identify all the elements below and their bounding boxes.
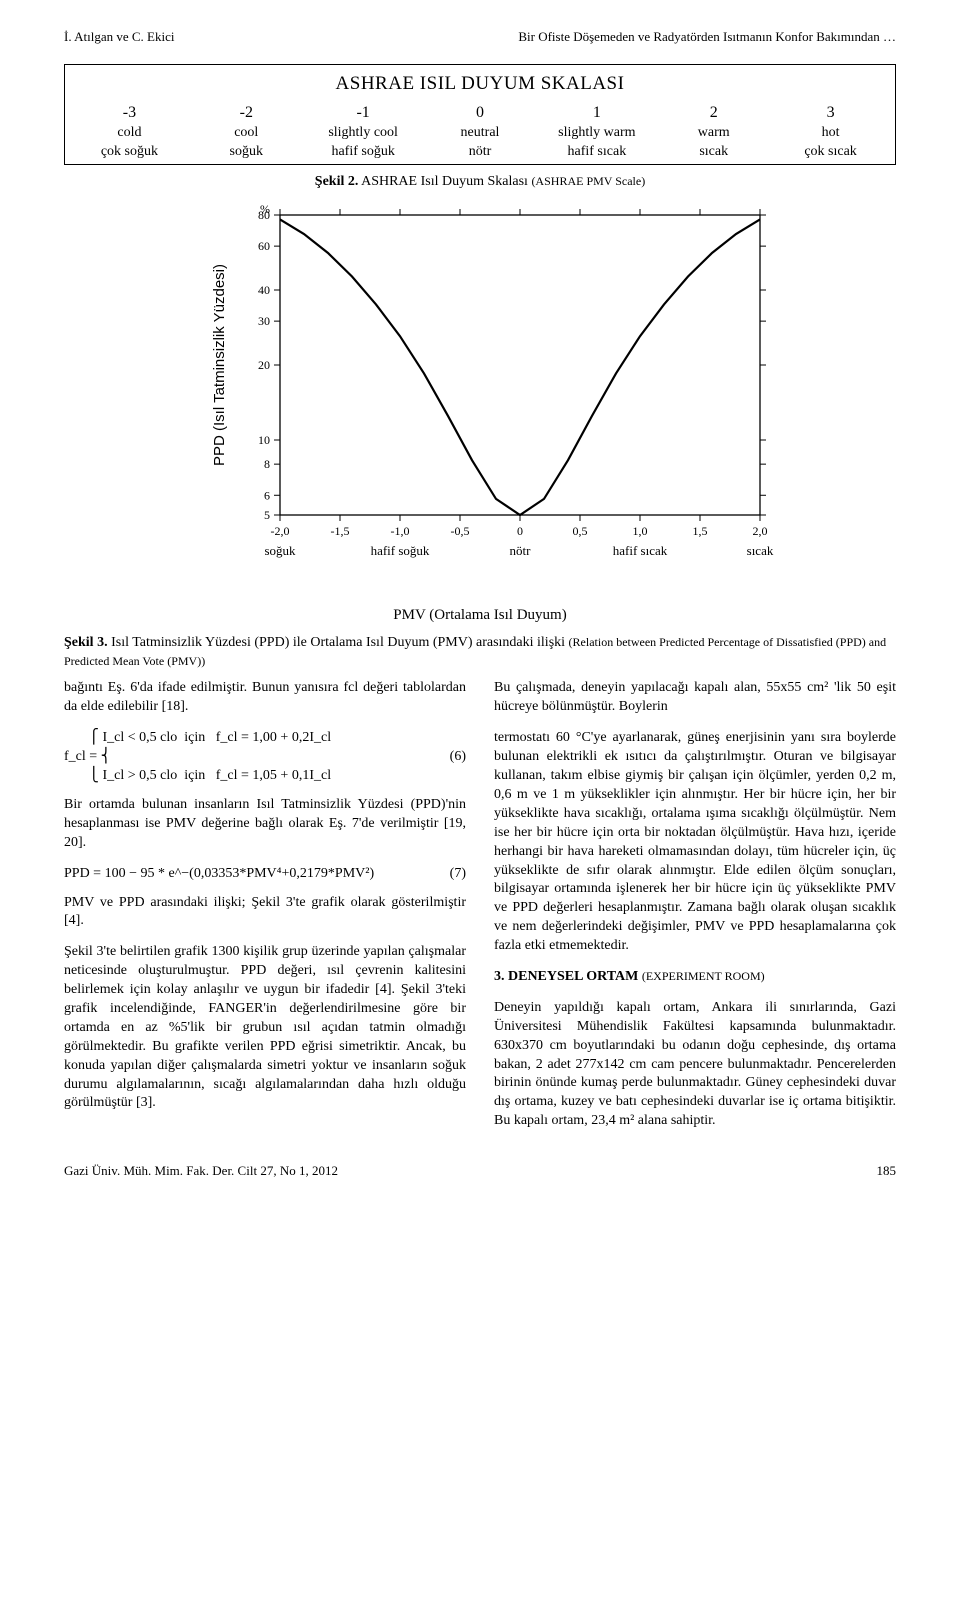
figure-3-caption: Şekil 3. Isıl Tatminsizlik Yüzdesi (PPD)… [64,634,896,672]
svg-text:5: 5 [264,508,270,522]
scale-tr: çok sıcak [772,143,889,162]
figure-2-box: ASHRAE ISIL DUYUM SKALASI -3-2-10123 cold… [64,64,896,165]
eq6-l3: ⎩ I_cl > 0,5 clo için f_cl = 1,05 + 0,1I… [64,768,331,783]
sec3-title: 3. DENEYSEL ORTAM [494,969,642,984]
scale-tr: çok soğuk [71,143,188,162]
svg-text:10: 10 [258,433,270,447]
sec3-sub: (EXPERIMENT ROOM) [642,969,765,983]
fig3-label: Şekil 3. [64,635,108,650]
svg-text:%: % [260,202,270,216]
scale-tr: hafif soğuk [305,143,422,162]
fig2-sub: (ASHRAE PMV Scale) [531,174,645,188]
svg-text:20: 20 [258,358,270,372]
fig2-text: ASHRAE Isıl Duyum Skalası [358,174,531,189]
scale-en: hot [772,124,889,143]
eq7-body: PPD = 100 − 95 * e^−(0,03353*PMV⁴+0,2179… [64,866,374,881]
scale-tr: sıcak [655,143,772,162]
scale-tr: hafif sıcak [538,143,655,162]
svg-text:6: 6 [264,489,270,503]
scale-num: 3 [772,102,889,124]
svg-text:-1,0: -1,0 [391,524,410,538]
svg-text:8: 8 [264,458,270,472]
scale-en: slightly cool [305,124,422,143]
running-head: İ. Atılgan ve C. Ekici Bir Ofiste Döşeme… [64,28,896,46]
eq6-no: (6) [450,748,466,767]
figure-3-chart: 568102030406080%PPD (Isıl Tatminsizlik Y… [64,199,896,599]
scale-en: slightly warm [538,124,655,143]
svg-text:2,0: 2,0 [753,524,768,538]
scale-title: ASHRAE ISIL DUYUM SKALASI [71,71,889,97]
para-room: Deneyin yapıldığı kapalı ortam, Ankara i… [494,999,896,1131]
scale-en: warm [655,124,772,143]
para-ppd-intro: Bir ortamda bulunan insanların Isıl Tatm… [64,796,466,853]
equation-6: ⎧ I_cl < 0,5 clo için f_cl = 1,00 + 0,2I… [64,729,466,786]
para-termostat: termostatı 60 °C'ye ayarlanarak, güneş e… [494,729,896,956]
scale-tr: soğuk [188,143,305,162]
scale-en: cold [71,124,188,143]
para-pmv-rel: PMV ve PPD arasındaki ilişki; Şekil 3'te… [64,894,466,932]
svg-text:60: 60 [258,240,270,254]
svg-text:nötr: nötr [510,543,532,558]
svg-text:40: 40 [258,283,270,297]
ashrae-scale: -3-2-10123 coldcoolslightly coolneutralsl… [71,102,889,161]
page-footer: Gazi Üniv. Müh. Mim. Fak. Der. Cilt 27, … [64,1162,896,1180]
pmv-axis-label: PMV (Ortalama Isıl Duyum) [64,605,896,625]
para-1300: Şekil 3'te belirtilen grafik 1300 kişili… [64,943,466,1113]
svg-text:1,0: 1,0 [633,524,648,538]
scale-en: cool [188,124,305,143]
scale-num: -3 [71,102,188,124]
svg-text:hafif sıcak: hafif sıcak [613,543,668,558]
head-right: Bir Ofiste Döşemeden ve Radyatörden Isıt… [518,28,896,46]
scale-en: neutral [422,124,539,143]
eq6-l1: ⎧ I_cl < 0,5 clo için f_cl = 1,00 + 0,2I… [64,730,331,745]
svg-text:-0,5: -0,5 [451,524,470,538]
equation-7: PPD = 100 − 95 * e^−(0,03353*PMV⁴+0,2179… [64,865,466,884]
para-55x55: Bu çalışmada, deneyin yapılacağı kapalı … [494,679,896,717]
fig2-label: Şekil 2. [315,174,359,189]
scale-num: 2 [655,102,772,124]
para-bagl: bağıntı Eş. 6'da ifade edilmiştir. Bunun… [64,679,466,717]
scale-tr: nötr [422,143,539,162]
eq6-l2: f_cl = ⎨ [64,749,111,764]
svg-text:30: 30 [258,315,270,329]
body-columns: bağıntı Eş. 6'da ifade edilmiştir. Bunun… [64,679,896,1134]
section-3-heading: 3. DENEYSEL ORTAM (EXPERIMENT ROOM) [494,968,896,987]
svg-text:hafif soğuk: hafif soğuk [371,543,430,558]
scale-num: -2 [188,102,305,124]
eq7-no: (7) [450,865,466,884]
svg-text:-1,5: -1,5 [331,524,350,538]
svg-text:1,5: 1,5 [693,524,708,538]
svg-text:sıcak: sıcak [747,543,774,558]
footer-right: 185 [877,1162,897,1180]
footer-left: Gazi Üniv. Müh. Mim. Fak. Der. Cilt 27, … [64,1162,338,1180]
scale-num: 1 [538,102,655,124]
head-left: İ. Atılgan ve C. Ekici [64,28,174,46]
fig3-text: Isıl Tatminsizlik Yüzdesi (PPD) ile Orta… [108,635,569,650]
scale-num: 0 [422,102,539,124]
figure-2-caption: Şekil 2. ASHRAE Isıl Duyum Skalası (ASHR… [64,173,896,192]
svg-text:0: 0 [517,524,523,538]
scale-num: -1 [305,102,422,124]
svg-text:soğuk: soğuk [264,543,296,558]
svg-text:-2,0: -2,0 [271,524,290,538]
svg-text:0,5: 0,5 [573,524,588,538]
svg-text:PPD (Isıl Tatminsizlik Yüzdesi: PPD (Isıl Tatminsizlik Yüzdesi) [211,264,228,466]
